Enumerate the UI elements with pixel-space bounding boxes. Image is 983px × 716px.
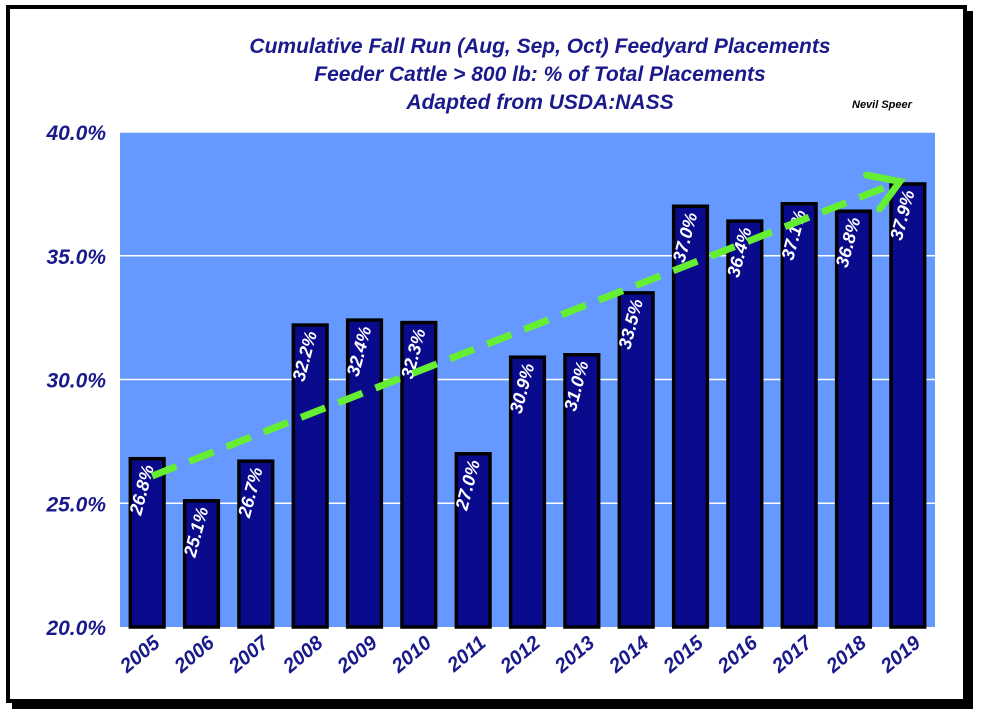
x-tick-label: 2010 — [387, 632, 436, 678]
y-tick-label: 25.0% — [45, 493, 106, 516]
bar-2013 — [563, 353, 601, 629]
chart-title-line-3: Adapted from USDA:NASS — [405, 91, 673, 114]
bar-2018 — [834, 209, 873, 629]
bar-2008 — [291, 323, 329, 629]
bar-2007 — [237, 459, 275, 629]
bar-2012 — [508, 355, 547, 629]
bar-2009 — [345, 318, 384, 629]
bar-2006 — [182, 499, 221, 629]
bar-2017 — [780, 202, 818, 629]
x-tick-label: 2012 — [496, 632, 545, 678]
x-axis-ticks: 2005 2006 2007 2008 2009 2010 2011 2012 2013 2014… — [115, 631, 925, 678]
x-tick-label: 2009 — [333, 631, 383, 678]
bar-2005 — [128, 456, 166, 629]
x-tick-label: 2016 — [713, 631, 763, 678]
x-tick-label: 2017 — [767, 631, 817, 678]
x-tick-label: 2007 — [224, 631, 274, 678]
x-tick-label: 2013 — [550, 632, 599, 678]
x-tick-label: 2008 — [278, 631, 328, 678]
bar-2019 — [889, 182, 927, 629]
chart-title-line-2: Feeder Cattle > 800 lb: % of Total Place… — [314, 63, 765, 86]
trend-arrowhead — [862, 171, 906, 213]
x-tick-label: 2011 — [443, 632, 491, 677]
bar-2016 — [726, 219, 764, 629]
trend-line — [150, 182, 890, 480]
bar-2015 — [671, 204, 710, 629]
trend-arrow — [150, 171, 906, 480]
x-tick-label: 2018 — [822, 631, 872, 678]
bar-2011 — [454, 452, 492, 629]
x-tick-label: 2005 — [115, 631, 165, 678]
x-tick-label: 2015 — [659, 631, 709, 678]
chart-title-line-1: Cumulative Fall Run (Aug, Sep, Oct) Feed… — [249, 35, 830, 58]
y-tick-label: 40.0% — [45, 122, 106, 145]
x-tick-label: 2019 — [876, 631, 926, 678]
x-tick-label: 2006 — [170, 631, 220, 678]
x-tick-label: 2014 — [604, 632, 653, 678]
y-axis-ticks: 20.0% 25.0% 30.0% 35.0% 40.0% — [45, 122, 106, 640]
bars — [128, 182, 927, 629]
y-tick-label: 30.0% — [46, 370, 106, 393]
bar-2014 — [617, 291, 655, 629]
y-tick-label: 20.0% — [45, 617, 106, 640]
author-credit: Nevil Speer — [852, 99, 913, 111]
y-tick-label: 35.0% — [46, 246, 106, 269]
